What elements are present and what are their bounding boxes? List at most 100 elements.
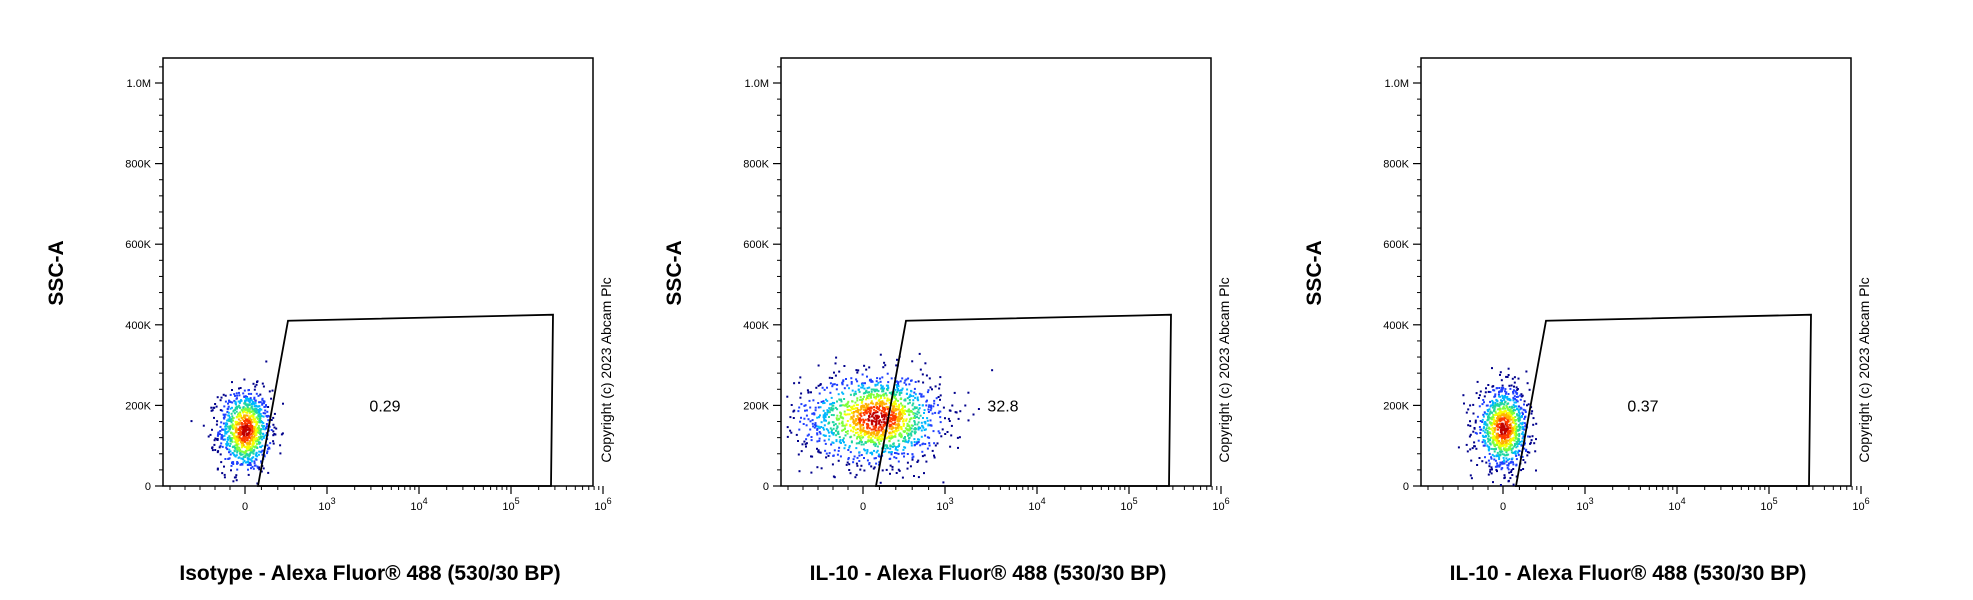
event-point bbox=[848, 469, 851, 471]
event-point bbox=[874, 420, 877, 423]
event-point bbox=[254, 439, 257, 441]
event-point bbox=[893, 396, 896, 399]
event-point bbox=[1510, 448, 1513, 451]
event-point bbox=[262, 432, 265, 435]
event-point bbox=[1511, 377, 1514, 380]
event-point bbox=[890, 414, 892, 417]
event-point bbox=[869, 406, 872, 409]
event-point bbox=[906, 461, 909, 464]
event-point bbox=[887, 386, 890, 389]
event-point bbox=[956, 436, 959, 439]
event-point bbox=[897, 468, 900, 471]
event-point bbox=[1492, 389, 1495, 392]
event-point bbox=[823, 402, 826, 404]
event-point bbox=[875, 410, 877, 413]
event-point bbox=[822, 400, 825, 403]
event-point bbox=[1499, 450, 1502, 453]
event-point bbox=[1501, 422, 1504, 425]
event-point bbox=[905, 383, 908, 386]
event-point bbox=[237, 448, 240, 451]
event-point bbox=[876, 434, 879, 437]
event-point bbox=[916, 413, 919, 416]
event-point bbox=[913, 420, 916, 422]
event-point bbox=[851, 389, 854, 392]
event-point bbox=[854, 424, 857, 427]
event-point bbox=[270, 429, 273, 431]
event-point bbox=[248, 445, 251, 448]
event-point bbox=[867, 432, 870, 435]
event-point bbox=[896, 391, 898, 394]
event-point bbox=[852, 461, 855, 464]
event-point bbox=[1494, 443, 1496, 446]
event-point bbox=[1488, 446, 1491, 449]
event-point bbox=[239, 419, 242, 422]
event-point bbox=[1502, 407, 1504, 410]
event-point bbox=[891, 445, 894, 448]
event-point bbox=[1501, 394, 1504, 397]
event-point bbox=[1512, 404, 1515, 406]
event-point bbox=[948, 420, 951, 422]
event-point bbox=[231, 461, 234, 464]
event-point bbox=[234, 401, 237, 404]
event-point bbox=[1514, 450, 1517, 453]
event-point bbox=[878, 430, 880, 433]
event-point bbox=[908, 396, 911, 399]
event-point bbox=[933, 456, 936, 459]
event-point bbox=[901, 387, 904, 390]
event-point bbox=[244, 430, 247, 433]
event-point bbox=[908, 436, 911, 439]
event-point bbox=[263, 406, 266, 408]
event-point bbox=[827, 422, 830, 425]
event-point bbox=[925, 374, 928, 377]
event-point bbox=[247, 426, 250, 429]
event-point bbox=[843, 427, 846, 430]
event-point bbox=[1511, 421, 1514, 424]
event-point bbox=[251, 407, 254, 410]
event-point bbox=[906, 388, 909, 391]
event-point bbox=[812, 425, 815, 428]
event-point bbox=[229, 442, 232, 445]
event-point bbox=[1521, 423, 1524, 426]
event-point bbox=[236, 444, 239, 447]
event-point bbox=[1463, 402, 1465, 405]
event-point bbox=[251, 415, 254, 418]
event-point bbox=[864, 449, 867, 452]
event-point bbox=[842, 392, 845, 395]
event-point bbox=[1508, 458, 1511, 461]
event-point bbox=[239, 427, 242, 430]
event-point bbox=[856, 464, 859, 467]
event-point bbox=[234, 455, 237, 458]
event-point bbox=[858, 390, 861, 393]
event-point bbox=[855, 410, 858, 412]
event-point bbox=[213, 406, 216, 409]
event-point bbox=[846, 420, 849, 422]
event-point bbox=[282, 402, 284, 405]
event-point bbox=[921, 455, 924, 458]
event-point bbox=[252, 413, 255, 416]
event-point bbox=[930, 424, 933, 427]
event-point bbox=[885, 412, 888, 415]
event-point bbox=[257, 394, 260, 397]
event-point bbox=[866, 387, 869, 390]
event-point bbox=[235, 454, 238, 457]
event-point bbox=[248, 401, 251, 404]
event-point bbox=[863, 457, 865, 459]
event-point bbox=[232, 480, 235, 483]
event-point bbox=[862, 406, 865, 409]
event-point bbox=[880, 434, 883, 436]
event-point bbox=[888, 427, 891, 430]
event-point bbox=[858, 440, 861, 443]
event-point bbox=[262, 415, 265, 418]
event-point bbox=[1497, 455, 1500, 457]
event-point bbox=[918, 392, 921, 395]
event-point bbox=[868, 463, 871, 466]
y-tick-label: 0 bbox=[145, 481, 151, 493]
event-point bbox=[1523, 447, 1526, 450]
event-point bbox=[900, 433, 903, 436]
event-point bbox=[221, 435, 224, 438]
event-point bbox=[902, 430, 905, 433]
event-point bbox=[1513, 425, 1516, 428]
event-point bbox=[893, 401, 896, 404]
event-point bbox=[873, 432, 876, 435]
event-point bbox=[241, 442, 244, 445]
